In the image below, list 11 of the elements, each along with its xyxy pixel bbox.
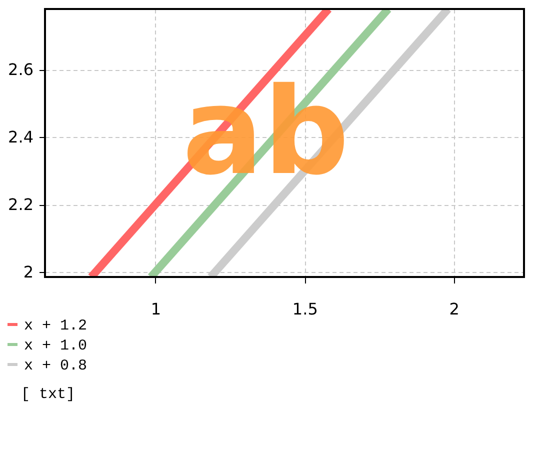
y-tick-label: 2: [23, 262, 34, 282]
y-tick-label: 2.2: [8, 195, 34, 214]
x-tick-label: 1: [150, 300, 162, 318]
y-tick-label: 2.4: [8, 128, 34, 147]
legend-label: x + 0.8: [24, 358, 88, 374]
x-tick-label: 2: [449, 300, 460, 318]
legend-label: x + 1.0: [24, 338, 88, 354]
x-tick-label: 1.5: [292, 300, 318, 318]
y-tick-label: 2.6: [8, 60, 34, 80]
text: [ txt]: [21, 386, 76, 403]
legend-label: x + 1.2: [24, 318, 88, 334]
